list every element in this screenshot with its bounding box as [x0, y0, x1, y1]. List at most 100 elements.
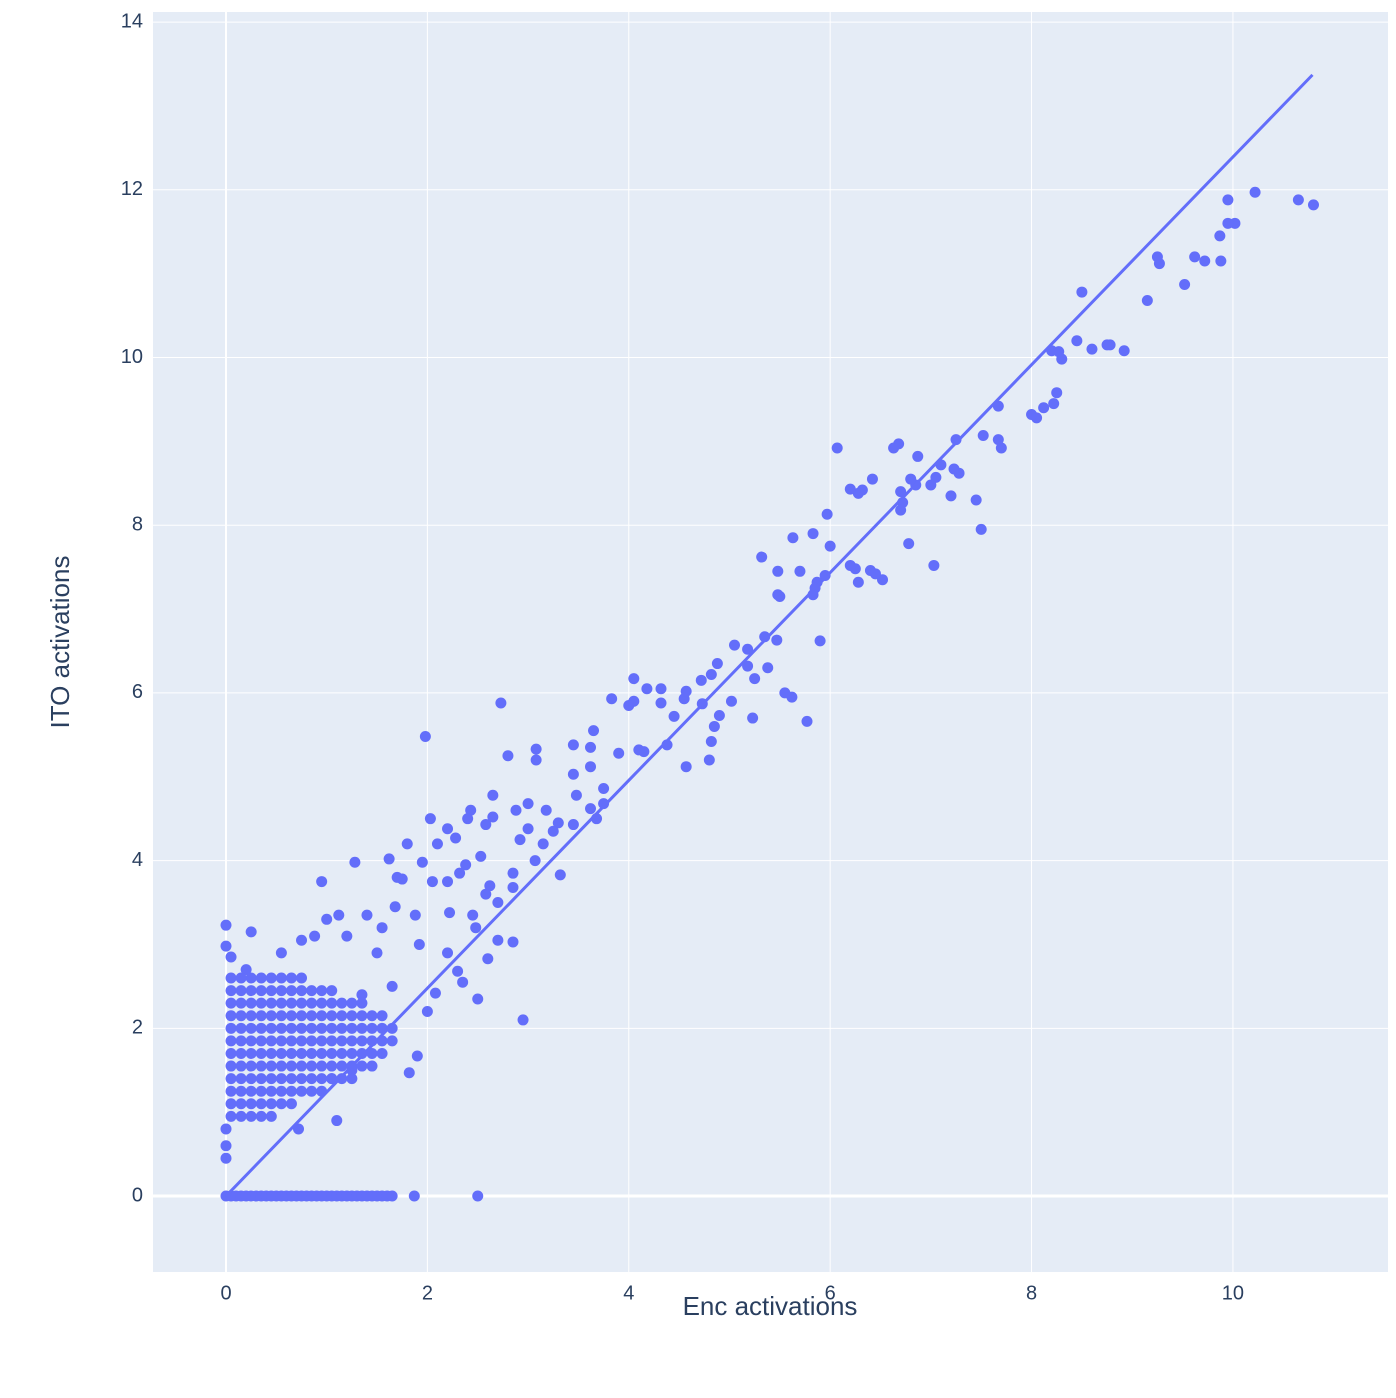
point [442, 947, 454, 959]
point [588, 725, 600, 737]
point [331, 1115, 343, 1127]
point [235, 1010, 247, 1022]
point [265, 1047, 277, 1059]
point [225, 1098, 237, 1110]
point [245, 1047, 257, 1059]
point [819, 570, 831, 582]
point [514, 834, 526, 846]
point [296, 997, 308, 1009]
point [366, 1022, 378, 1034]
point [265, 1098, 277, 1110]
point [225, 972, 237, 984]
y-tick-label: 10 [121, 346, 143, 368]
point [680, 761, 692, 773]
point [333, 909, 345, 921]
y-tick-label: 6 [132, 681, 143, 703]
point [888, 442, 900, 454]
point [1222, 217, 1234, 229]
point [225, 1060, 237, 1072]
y-tick-label: 12 [121, 178, 143, 200]
point [255, 1047, 267, 1059]
point [346, 1073, 358, 1085]
point [711, 658, 723, 670]
point [275, 1035, 287, 1047]
point [341, 930, 353, 942]
point [356, 989, 368, 1001]
point [540, 804, 552, 816]
point [1151, 251, 1163, 263]
point [361, 909, 373, 921]
point [472, 1190, 484, 1202]
point [255, 1022, 267, 1034]
point [285, 1073, 297, 1085]
point [285, 1098, 297, 1110]
point [585, 741, 597, 753]
x-tick-label: 10 [1222, 1282, 1244, 1304]
y-tick-label: 8 [132, 513, 143, 535]
point [336, 997, 348, 1009]
point [391, 871, 403, 883]
point [245, 1085, 257, 1097]
point [465, 804, 477, 816]
point [779, 687, 791, 699]
point [759, 631, 771, 643]
point [275, 947, 287, 959]
point [864, 564, 876, 576]
point [537, 838, 549, 850]
point [296, 1047, 308, 1059]
point [1101, 339, 1113, 351]
point [442, 876, 454, 888]
point [413, 938, 425, 950]
point [475, 850, 487, 862]
point [316, 985, 328, 997]
point [245, 972, 257, 984]
point [306, 985, 318, 997]
point [895, 504, 907, 516]
point [462, 813, 474, 825]
point [220, 919, 232, 931]
point [245, 1035, 257, 1047]
point [255, 1085, 267, 1097]
point [470, 922, 482, 934]
point [628, 673, 640, 685]
point [386, 1035, 398, 1047]
point [995, 442, 1007, 454]
point [245, 1073, 257, 1085]
point [275, 985, 287, 997]
point [235, 1073, 247, 1085]
point [1051, 387, 1063, 399]
point [530, 743, 542, 755]
point [285, 1010, 297, 1022]
point [442, 823, 454, 835]
point [255, 1035, 267, 1047]
point [265, 1022, 277, 1034]
point [1215, 255, 1227, 267]
point [245, 1110, 257, 1122]
point [371, 947, 383, 959]
y-tick-label: 14 [121, 10, 143, 32]
point [1199, 255, 1211, 267]
point [1118, 345, 1130, 357]
point [296, 1035, 308, 1047]
point [285, 1022, 297, 1034]
point [366, 1060, 378, 1072]
point [336, 1035, 348, 1047]
point [945, 490, 957, 502]
point [401, 838, 413, 850]
point [265, 1010, 277, 1022]
point [240, 964, 252, 976]
point [306, 1073, 318, 1085]
point [1189, 251, 1201, 263]
point [495, 697, 507, 709]
point [220, 1123, 232, 1135]
point [530, 754, 542, 766]
point [275, 1047, 287, 1059]
point [376, 1047, 388, 1059]
point [265, 997, 277, 1009]
point [480, 819, 492, 831]
point [970, 494, 982, 506]
point [567, 819, 579, 831]
y-tick-label: 0 [132, 1184, 143, 1206]
point [296, 1085, 308, 1097]
point [450, 832, 462, 844]
